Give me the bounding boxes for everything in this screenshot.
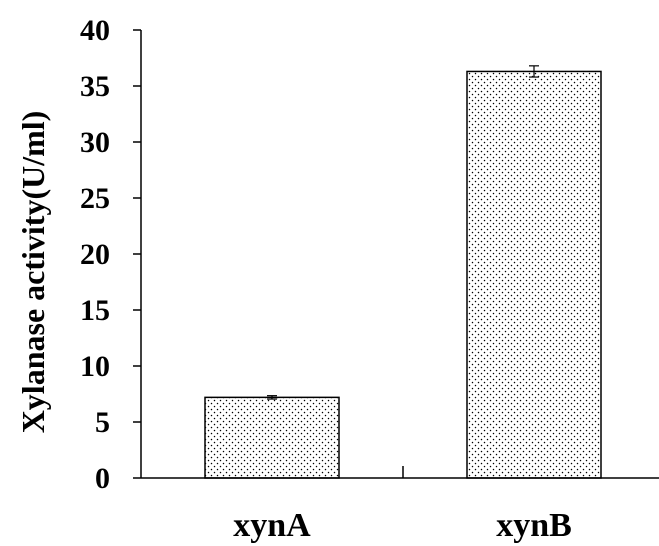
x-tick-labels-group: xynA xynB: [233, 507, 572, 544]
y-tick-label: 15: [80, 294, 110, 327]
y-axis-title: Xylanase activity(U/ml): [15, 111, 51, 434]
y-tick-label: 40: [80, 14, 110, 47]
error-bar-xynA: [267, 395, 277, 400]
y-tick-label: 10: [80, 350, 110, 383]
y-tick-labels-group: 0 5 10 15 20 25 30 35 40: [80, 14, 110, 495]
bar-xynA: [204, 396, 340, 479]
x-tick-label: xynA: [233, 507, 311, 544]
bar-xynB: [466, 70, 602, 479]
y-tick-label: 5: [95, 406, 110, 439]
y-tick-label: 25: [80, 182, 110, 215]
y-tick-label: 30: [80, 126, 110, 159]
x-tick-label: xynB: [496, 507, 572, 544]
y-tick-label: 35: [80, 70, 110, 103]
error-bars-group: [267, 65, 539, 400]
axes-group: [133, 29, 659, 479]
y-tick-label: 20: [80, 238, 110, 271]
y-tick-label: 0: [95, 462, 110, 495]
y-ticks-group: [133, 29, 141, 479]
error-bar-xynB: [529, 65, 539, 78]
plot-area: 0 5 10 15 20 25 30 35 40 xynA xynB: [80, 14, 659, 544]
bars-group: [204, 70, 602, 479]
